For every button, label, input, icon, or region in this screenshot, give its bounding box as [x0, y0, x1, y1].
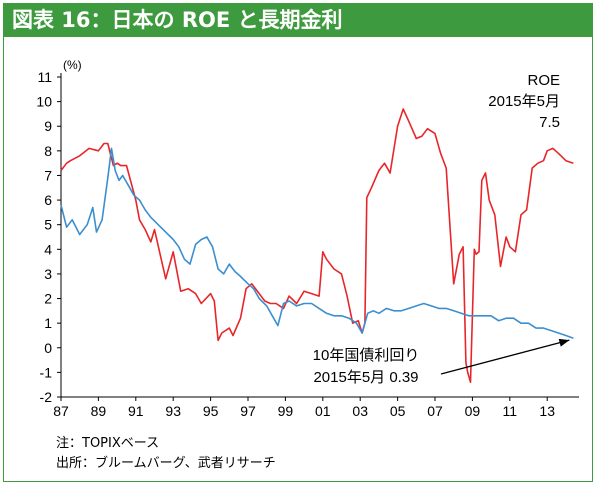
- x-tick-label: 87: [53, 403, 69, 419]
- yield-series-line: [60, 147, 574, 339]
- chart-note: 注：TOPIXベース: [56, 436, 160, 451]
- x-tick-label: 99: [278, 403, 294, 419]
- y-tick-label: -1: [40, 364, 53, 380]
- y-tick-label: 0: [44, 340, 52, 356]
- x-tick-label: 09: [465, 403, 481, 419]
- y-tick-label: 6: [44, 192, 52, 208]
- y-tick-label: 3: [44, 266, 52, 282]
- x-tick-label: 97: [240, 403, 256, 419]
- y-tick-label: 1: [44, 315, 52, 331]
- x-tick-label: 93: [165, 403, 181, 419]
- y-tick-label: 7: [44, 167, 52, 183]
- x-tick-label: 13: [539, 403, 555, 419]
- y-tick-label: 2: [44, 291, 52, 307]
- y-tick-label: 8: [44, 143, 52, 159]
- x-tick-label: 03: [352, 403, 368, 419]
- y-axis-label: (%): [63, 58, 82, 72]
- x-tick-label: 05: [390, 403, 406, 419]
- yield-annotation-line: 2015年5月 0.39: [313, 369, 418, 386]
- roe-annotation-line: 2015年5月: [488, 93, 560, 110]
- x-tick-label: 91: [128, 403, 144, 419]
- y-tick-label: 11: [37, 69, 52, 85]
- figure-title: 図表 16：日本の ROE と長期金利: [12, 8, 343, 32]
- chart-source: 出所：ブルームバーグ、武者リサーチ: [56, 456, 276, 471]
- roe-series-line: [60, 108, 574, 384]
- x-tick-label: 01: [315, 403, 331, 419]
- yield-annotation-line: 10年国債利回り: [313, 347, 420, 364]
- figure-header: 図表 16：日本の ROE と長期金利: [4, 4, 592, 37]
- roe-annotation-line: 7.5: [539, 114, 560, 131]
- roe-annotation-line: ROE: [527, 72, 560, 89]
- y-tick-label: 4: [44, 241, 52, 257]
- y-tick-label: 5: [44, 217, 52, 233]
- x-tick-label: 89: [91, 403, 107, 419]
- yield-annotation-arrowhead: [558, 338, 570, 347]
- x-tick-label: 95: [203, 403, 219, 419]
- x-tick-label: 07: [427, 403, 443, 419]
- x-tick-label: 11: [503, 403, 518, 419]
- figure-frame: 図表 16：日本の ROE と長期金利 -2 -1 0 1 2 3 4 5 6 7 8 9 10 11 (%…: [3, 3, 593, 482]
- y-tick-label: -2: [40, 389, 53, 405]
- y-tick-label: 9: [44, 118, 52, 134]
- y-tick-label: 10: [36, 94, 52, 110]
- yield-annotation-arrow: [440, 339, 570, 375]
